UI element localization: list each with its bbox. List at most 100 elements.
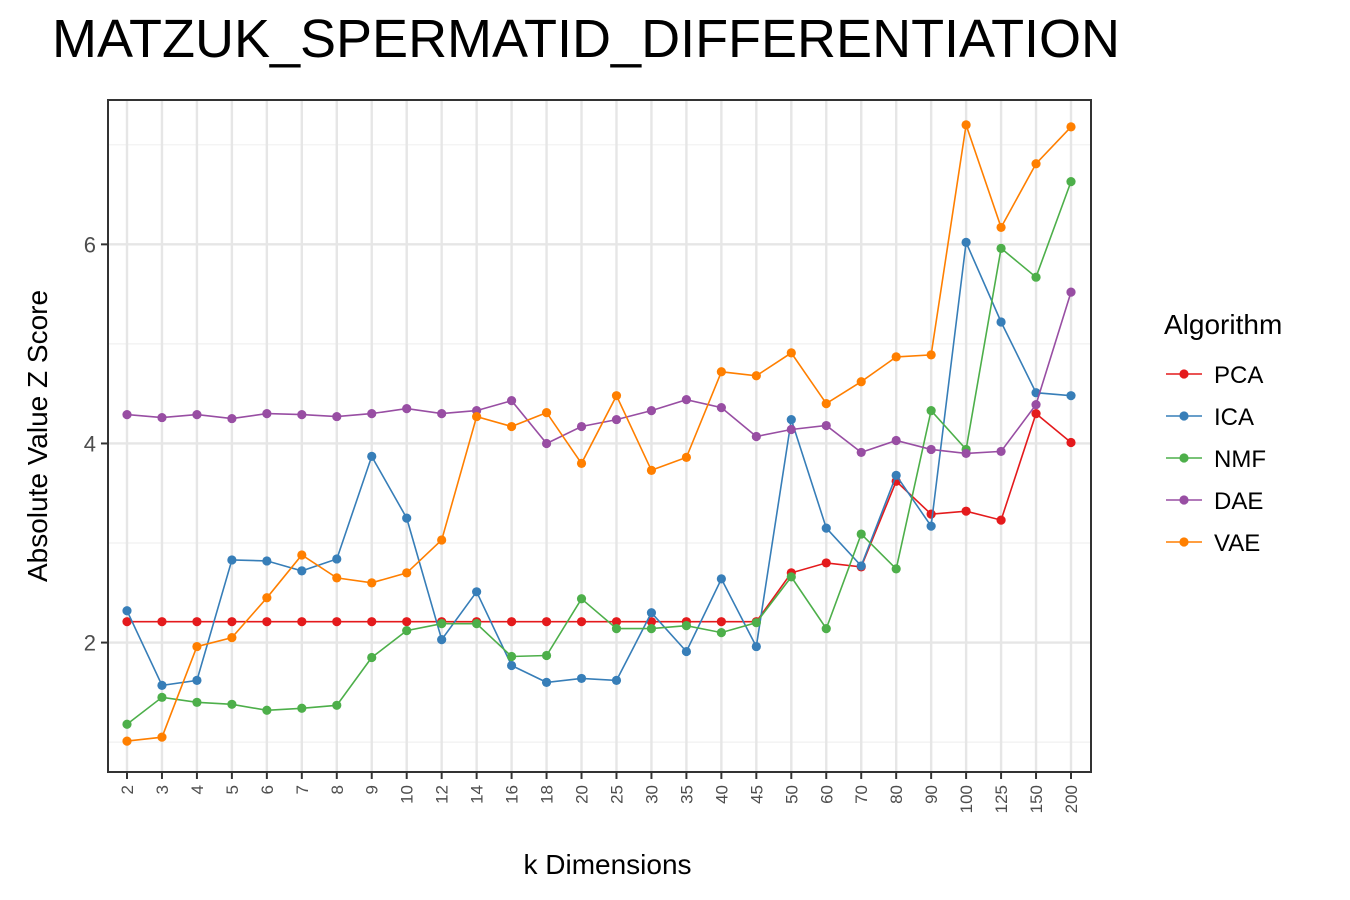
data-point-pca	[716, 617, 726, 627]
data-point-ica	[402, 513, 412, 523]
series-line-vae	[126, 124, 1072, 742]
data-point-pca	[122, 617, 132, 627]
data-point-pca	[541, 617, 552, 627]
data-point-ica	[786, 414, 796, 425]
data-point-nmf	[541, 650, 552, 661]
data-point-pca	[367, 617, 377, 627]
data-point-ica	[611, 675, 622, 686]
data-point-nmf	[891, 564, 901, 574]
data-point-dae	[681, 395, 692, 405]
data-point-nmf	[506, 651, 517, 662]
series-line-nmf	[126, 181, 1072, 725]
data-point-dae	[227, 413, 237, 424]
y-tick-label: 4	[84, 431, 96, 456]
data-point-ica	[646, 608, 657, 618]
data-point-nmf	[681, 621, 692, 631]
legend-label-vae: VAE	[1214, 530, 1260, 557]
data-point-pca	[961, 506, 971, 516]
data-point-pca	[297, 617, 307, 627]
data-point-pca	[821, 558, 831, 568]
data-point-vae	[506, 421, 517, 432]
x-tick-label: 6	[258, 785, 277, 794]
data-point-dae	[856, 447, 866, 458]
x-tick-label: 20	[573, 785, 592, 804]
data-point-dae	[506, 396, 517, 406]
series-line-ica	[126, 239, 1072, 687]
data-point-dae	[996, 446, 1006, 457]
data-point-nmf	[262, 705, 272, 715]
series-line-pca	[127, 412, 1072, 623]
legend-title: Algorithm	[1164, 309, 1282, 340]
x-tick-label: 30	[642, 785, 661, 804]
data-point-vae	[157, 732, 167, 742]
x-tick-label: 150	[1027, 785, 1046, 813]
x-tick-label: 3	[153, 785, 172, 794]
data-point-vae	[1066, 122, 1076, 132]
data-point-ica	[961, 237, 971, 247]
data-point-dae	[541, 438, 552, 449]
data-point-vae	[1031, 159, 1041, 169]
y-tick-label: 2	[84, 631, 96, 656]
x-tick-label: 14	[468, 785, 487, 804]
data-point-nmf	[926, 406, 936, 416]
data-point-ica	[751, 641, 761, 652]
data-point-nmf	[1031, 272, 1041, 282]
legend-label-dae: DAE	[1214, 488, 1263, 515]
data-point-ica	[262, 556, 272, 566]
data-point-dae	[402, 404, 412, 414]
data-point-vae	[681, 452, 692, 463]
data-point-pca	[157, 617, 167, 627]
chart-title: MATZUK_SPERMATID_DIFFERENTIATION	[52, 9, 1121, 69]
data-point-nmf	[1066, 177, 1076, 187]
data-point-ica	[716, 574, 726, 584]
data-point-vae	[646, 465, 657, 475]
x-tick-label: 100	[957, 785, 976, 813]
data-point-nmf	[576, 594, 587, 604]
data-point-vae	[227, 633, 237, 643]
data-point-vae	[402, 568, 412, 578]
x-tick-label: 35	[677, 785, 696, 804]
y-axis-title: Absolute Value Z Score	[22, 290, 53, 582]
data-point-ica	[506, 660, 517, 671]
data-point-nmf	[716, 628, 726, 638]
data-point-nmf	[646, 624, 657, 634]
data-point-nmf	[437, 619, 447, 629]
data-point-dae	[926, 444, 936, 455]
legend-marker-pca	[1179, 369, 1189, 379]
x-tick-label: 16	[503, 785, 522, 804]
data-point-vae	[996, 222, 1006, 233]
data-point-dae	[192, 409, 202, 420]
data-point-pca	[926, 509, 936, 519]
data-point-ica	[437, 634, 447, 645]
data-point-pca	[1066, 437, 1076, 448]
data-point-vae	[122, 736, 132, 746]
x-tick-label: 5	[223, 785, 242, 794]
data-point-vae	[786, 348, 796, 358]
x-tick-label: 2	[118, 785, 137, 794]
data-point-dae	[751, 431, 761, 442]
data-point-dae	[646, 406, 657, 416]
data-point-dae	[576, 421, 587, 432]
data-point-nmf	[227, 699, 237, 709]
data-point-dae	[157, 412, 167, 423]
data-point-nmf	[122, 719, 132, 729]
data-point-ica	[297, 566, 307, 576]
data-point-vae	[891, 352, 901, 362]
data-point-vae	[262, 593, 272, 603]
data-point-pca	[576, 617, 587, 627]
data-point-pca	[262, 617, 272, 627]
data-point-nmf	[856, 529, 866, 539]
data-point-nmf	[786, 572, 796, 582]
data-point-ica	[681, 646, 692, 657]
data-point-dae	[786, 424, 796, 435]
y-tick-label: 6	[84, 232, 96, 257]
legend-marker-nmf	[1179, 453, 1189, 463]
data-point-dae	[1066, 287, 1076, 297]
x-tick-label: 7	[293, 785, 312, 794]
data-point-ica	[157, 680, 167, 690]
plot-border	[107, 99, 1092, 773]
data-point-ica	[122, 606, 132, 616]
data-point-dae	[716, 403, 726, 413]
legend-marker-dae	[1179, 495, 1189, 505]
data-point-dae	[367, 409, 377, 419]
